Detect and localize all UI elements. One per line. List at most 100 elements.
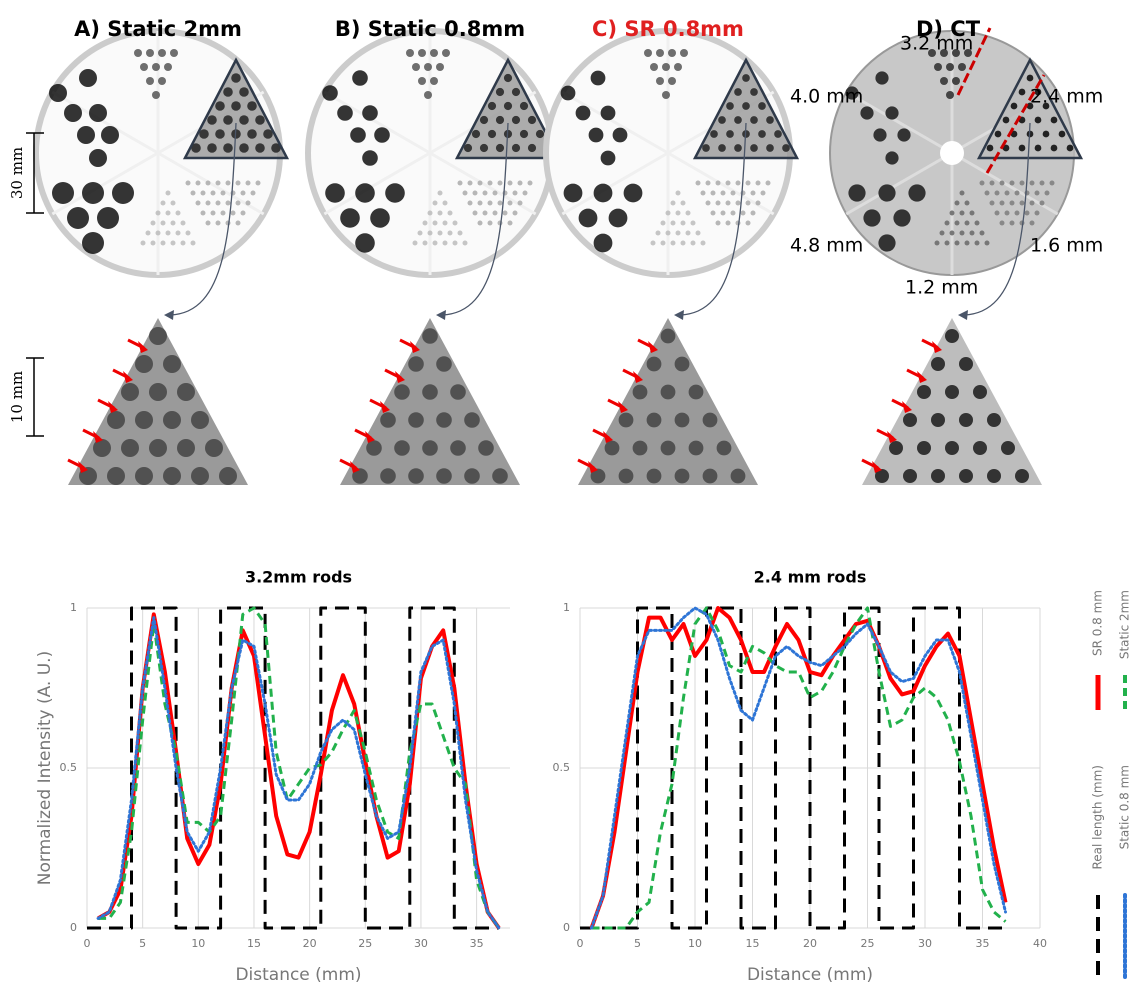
rod xyxy=(164,63,172,71)
rod xyxy=(949,230,955,236)
rod xyxy=(362,150,378,166)
rod xyxy=(665,210,671,216)
x-axis-label: Distance (mm) xyxy=(235,965,361,985)
rod xyxy=(412,240,418,246)
rod xyxy=(477,180,483,186)
rod xyxy=(604,440,620,456)
rod xyxy=(231,101,241,111)
rod xyxy=(522,190,528,196)
rod xyxy=(121,439,139,457)
rod xyxy=(618,412,634,428)
rod xyxy=(903,413,917,427)
rod xyxy=(734,144,742,152)
rod xyxy=(928,49,936,57)
rod xyxy=(442,200,448,206)
rod xyxy=(716,440,732,456)
rod xyxy=(734,116,742,124)
rod xyxy=(235,180,241,186)
rod xyxy=(1034,144,1042,152)
rod xyxy=(408,356,424,372)
x-tick-label: 40 xyxy=(1033,937,1047,950)
rod xyxy=(715,200,721,206)
rod xyxy=(437,230,443,236)
rod xyxy=(974,240,980,246)
rod xyxy=(1029,220,1035,226)
rod xyxy=(934,240,940,246)
rod xyxy=(1019,180,1025,186)
rod xyxy=(646,356,662,372)
rod xyxy=(247,129,257,139)
rod xyxy=(487,129,497,139)
x-tick-label: 5 xyxy=(634,937,641,950)
rod xyxy=(507,180,513,186)
rod xyxy=(755,180,761,186)
rod xyxy=(239,87,249,97)
y-tick-label: 1 xyxy=(70,601,77,614)
rod xyxy=(205,220,211,226)
rod xyxy=(766,116,774,124)
rod xyxy=(215,200,221,206)
rod xyxy=(1058,130,1066,138)
rod xyxy=(165,190,171,196)
rod xyxy=(170,240,176,246)
rod xyxy=(959,469,973,483)
rod xyxy=(750,210,756,216)
rod xyxy=(427,210,433,216)
rod xyxy=(959,357,973,371)
rod xyxy=(175,230,181,236)
rod xyxy=(1039,180,1045,186)
rod xyxy=(487,220,493,226)
rod xyxy=(917,385,931,399)
arrow-head xyxy=(887,431,897,443)
rod xyxy=(944,220,950,226)
zoom-arrow xyxy=(679,122,747,316)
rod xyxy=(195,200,201,206)
x-tick-label: 30 xyxy=(918,937,932,950)
rod xyxy=(247,101,257,111)
rod xyxy=(670,220,676,226)
rod xyxy=(180,220,186,226)
panel-title: D) CT xyxy=(916,17,981,41)
zoom-arrow-head xyxy=(958,310,968,320)
rod xyxy=(646,412,662,428)
rod xyxy=(412,63,420,71)
rod xyxy=(477,200,483,206)
rod xyxy=(690,220,696,226)
rod xyxy=(660,440,676,456)
y-tick-label: 0.5 xyxy=(60,761,78,774)
rod xyxy=(512,210,518,216)
rod xyxy=(177,383,195,401)
rod xyxy=(952,77,960,85)
rod xyxy=(750,116,758,124)
rod xyxy=(463,143,473,153)
series-line xyxy=(589,606,1008,929)
rod xyxy=(355,183,375,203)
rod xyxy=(700,190,706,196)
rod xyxy=(149,383,167,401)
rod xyxy=(984,190,990,196)
rod xyxy=(1015,469,1029,483)
rod xyxy=(442,49,450,57)
rod xyxy=(959,230,965,236)
rod-size-label: 4.0 mm xyxy=(790,86,863,108)
rod xyxy=(674,412,690,428)
rod xyxy=(964,200,970,206)
rod-size-label: 4.8 mm xyxy=(790,235,863,257)
legend-label: Static 2mm xyxy=(1118,590,1132,659)
rod xyxy=(239,115,249,125)
rod xyxy=(1029,200,1035,206)
rod xyxy=(612,127,628,143)
rod xyxy=(146,49,154,57)
rod xyxy=(191,411,209,429)
rod xyxy=(680,220,686,226)
rod xyxy=(471,129,481,139)
rod xyxy=(89,104,107,122)
rod xyxy=(700,240,706,246)
rod xyxy=(750,88,758,96)
rod xyxy=(437,190,443,196)
series-line xyxy=(590,606,1007,930)
rod xyxy=(662,63,670,71)
rod xyxy=(220,210,226,216)
series-line xyxy=(96,616,501,930)
panel-title: C) SR 0.8mm xyxy=(592,17,744,41)
